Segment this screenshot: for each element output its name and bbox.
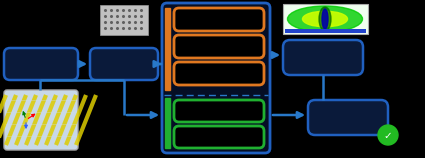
FancyBboxPatch shape bbox=[4, 90, 78, 150]
FancyBboxPatch shape bbox=[90, 48, 158, 80]
FancyBboxPatch shape bbox=[165, 98, 170, 148]
FancyBboxPatch shape bbox=[174, 100, 264, 122]
Ellipse shape bbox=[303, 11, 348, 27]
FancyBboxPatch shape bbox=[308, 100, 388, 135]
Text: ✓: ✓ bbox=[384, 131, 392, 140]
FancyBboxPatch shape bbox=[174, 35, 264, 58]
FancyBboxPatch shape bbox=[283, 40, 363, 75]
FancyBboxPatch shape bbox=[285, 29, 366, 33]
FancyBboxPatch shape bbox=[100, 5, 148, 35]
FancyBboxPatch shape bbox=[174, 126, 264, 148]
FancyBboxPatch shape bbox=[283, 4, 368, 34]
FancyBboxPatch shape bbox=[165, 8, 170, 90]
FancyBboxPatch shape bbox=[174, 8, 264, 31]
FancyBboxPatch shape bbox=[174, 62, 264, 85]
FancyBboxPatch shape bbox=[162, 3, 270, 153]
FancyBboxPatch shape bbox=[4, 48, 78, 80]
Circle shape bbox=[378, 125, 398, 145]
Ellipse shape bbox=[322, 9, 328, 29]
Ellipse shape bbox=[319, 7, 331, 31]
Ellipse shape bbox=[287, 6, 363, 32]
